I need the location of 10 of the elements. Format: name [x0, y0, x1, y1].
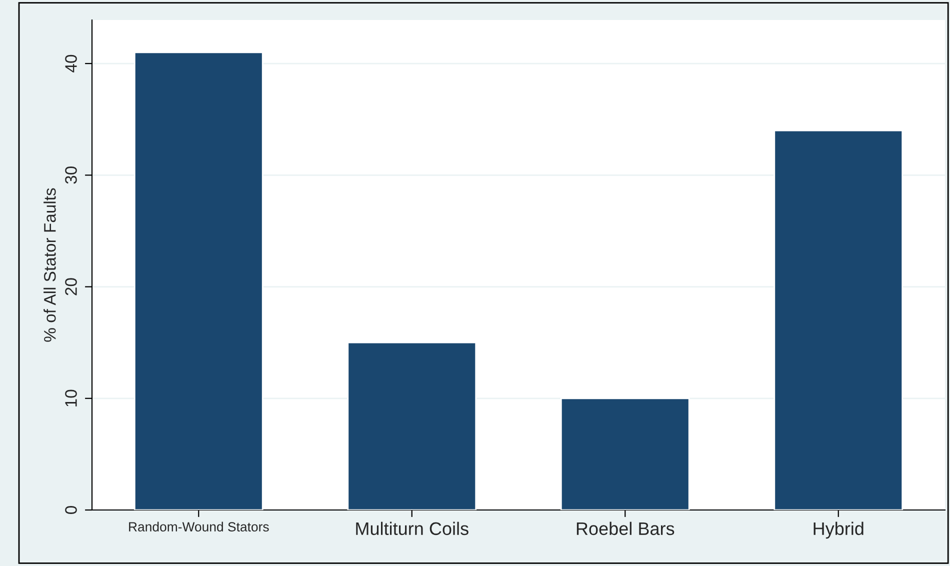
x-tick-label: Roebel Bars — [576, 522, 674, 536]
x-tick-label: Multiturn Coils — [356, 522, 468, 536]
y-tick-label: 40 — [65, 54, 77, 72]
y-tick-label: 10 — [65, 390, 77, 406]
y-tick-label: 20 — [65, 278, 77, 296]
y-axis-title: % of All Stator Faults — [44, 188, 56, 342]
y-tick-label: 0 — [65, 506, 77, 514]
y-tick-label: 30 — [65, 166, 77, 184]
x-tick-label: Random-Wound Stators — [129, 522, 269, 532]
x-tick-label: Hybrid — [814, 522, 864, 539]
